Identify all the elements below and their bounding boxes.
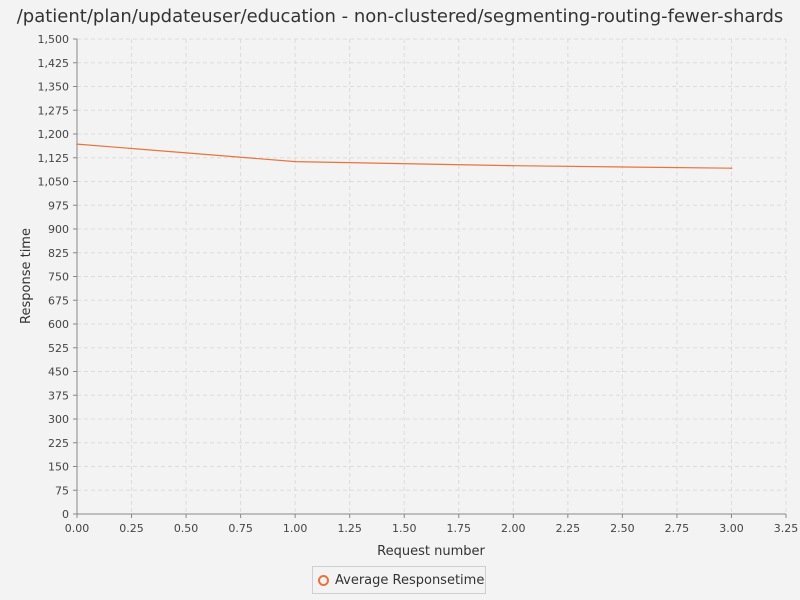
- data-point: [294, 160, 296, 163]
- x-axis: 0.00 0.25 0.50 0.75 1.00 1.25 1.50 1.75 2.00 2.25…: [65, 513, 799, 535]
- legend-label: Average Responsetime: [335, 572, 485, 588]
- data-point: [730, 167, 733, 169]
- y-tick-label: 225: [48, 437, 69, 450]
- y-tick-label: 600: [48, 318, 69, 331]
- x-tick-label: 3.25: [774, 522, 799, 535]
- grid-lines: [76, 38, 787, 515]
- y-tick-label: 375: [48, 389, 69, 402]
- series-line: [76, 143, 732, 169]
- x-tick-label: 0.00: [65, 522, 90, 535]
- x-tick-label: 3.00: [719, 522, 744, 535]
- x-tick-label: 1.00: [283, 522, 308, 535]
- x-tick-label: 2.50: [610, 522, 635, 535]
- x-tick-label: 1.50: [392, 522, 417, 535]
- x-tick-label: 2.00: [501, 522, 526, 535]
- x-tick-label: 0.25: [119, 522, 144, 535]
- x-tick-label: 0.50: [174, 522, 199, 535]
- y-tick-label: 1,500: [38, 33, 70, 46]
- y-tick-label: 750: [48, 271, 69, 284]
- y-tick-label: 0: [62, 508, 69, 521]
- legend-marker-icon: [318, 574, 329, 586]
- y-tick-label: 1,275: [38, 104, 70, 117]
- y-tick-label: 900: [48, 223, 69, 236]
- x-tick-label: 0.75: [228, 522, 253, 535]
- data-point: [76, 143, 78, 145]
- x-tick-label: 1.25: [337, 522, 362, 535]
- y-tick-label: 1,200: [38, 128, 70, 141]
- y-tick-label: 1,125: [38, 152, 70, 165]
- y-tick-label: 525: [48, 342, 69, 355]
- y-tick-label: 450: [48, 366, 69, 379]
- series-group: [76, 143, 733, 169]
- x-axis-label: Request number: [377, 544, 485, 559]
- x-tick-label: 1.75: [447, 522, 472, 535]
- y-tick-label: 150: [48, 461, 69, 474]
- y-axis-label: Response time: [19, 228, 34, 324]
- y-tick-label: 1,350: [38, 81, 70, 94]
- y-tick-label: 675: [48, 294, 69, 307]
- y-tick-label: 75: [55, 484, 69, 497]
- chart-title: /patient/plan/updateuser/education - non…: [16, 6, 784, 27]
- y-tick-label: 1,425: [38, 57, 70, 70]
- data-point: [512, 164, 515, 167]
- legend: Average Responsetime: [312, 566, 486, 594]
- y-axis: 0 75 150 225 300 375 450 525 600 675 750 825 900 975 1…: [38, 33, 78, 521]
- y-tick-label: 975: [48, 199, 69, 212]
- y-tick-label: 1,050: [38, 176, 70, 189]
- x-tick-label: 2.25: [556, 522, 581, 535]
- x-tick-label: 2.75: [665, 522, 690, 535]
- y-tick-label: 300: [48, 413, 69, 426]
- y-tick-label: 825: [48, 247, 69, 260]
